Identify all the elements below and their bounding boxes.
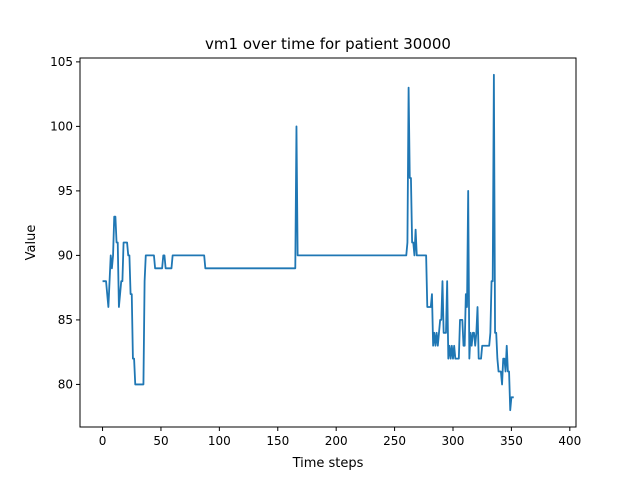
- x-tick-label: 50: [153, 434, 168, 448]
- x-tick-label: 250: [383, 434, 406, 448]
- axes-frame: [79, 57, 577, 428]
- y-axis-label: Value: [24, 225, 39, 261]
- y-tick-label: 90: [58, 248, 73, 262]
- y-tick-label: 100: [50, 119, 73, 133]
- y-axis-ticks: 80 85 90 95 100 105: [50, 55, 80, 391]
- x-axis-ticks: 0 50 100 150 200 250 300 350 400: [99, 427, 581, 448]
- x-tick-label: 200: [325, 434, 348, 448]
- x-tick-label: 100: [208, 434, 231, 448]
- y-tick-label: 80: [58, 377, 73, 391]
- x-tick-label: 350: [500, 434, 523, 448]
- chart-title: vm1 over time for patient 30000: [205, 35, 451, 53]
- plot-area: [102, 73, 514, 412]
- x-tick-label: 400: [558, 434, 581, 448]
- x-tick-label: 0: [99, 434, 107, 448]
- x-axis-label: Time steps: [292, 456, 364, 471]
- x-tick-label: 150: [266, 434, 289, 448]
- y-tick-label: 95: [58, 184, 73, 198]
- x-tick-label: 300: [442, 434, 465, 448]
- series-line-0: [102, 73, 514, 412]
- y-tick-label: 105: [50, 55, 73, 69]
- y-tick-label: 85: [58, 313, 73, 327]
